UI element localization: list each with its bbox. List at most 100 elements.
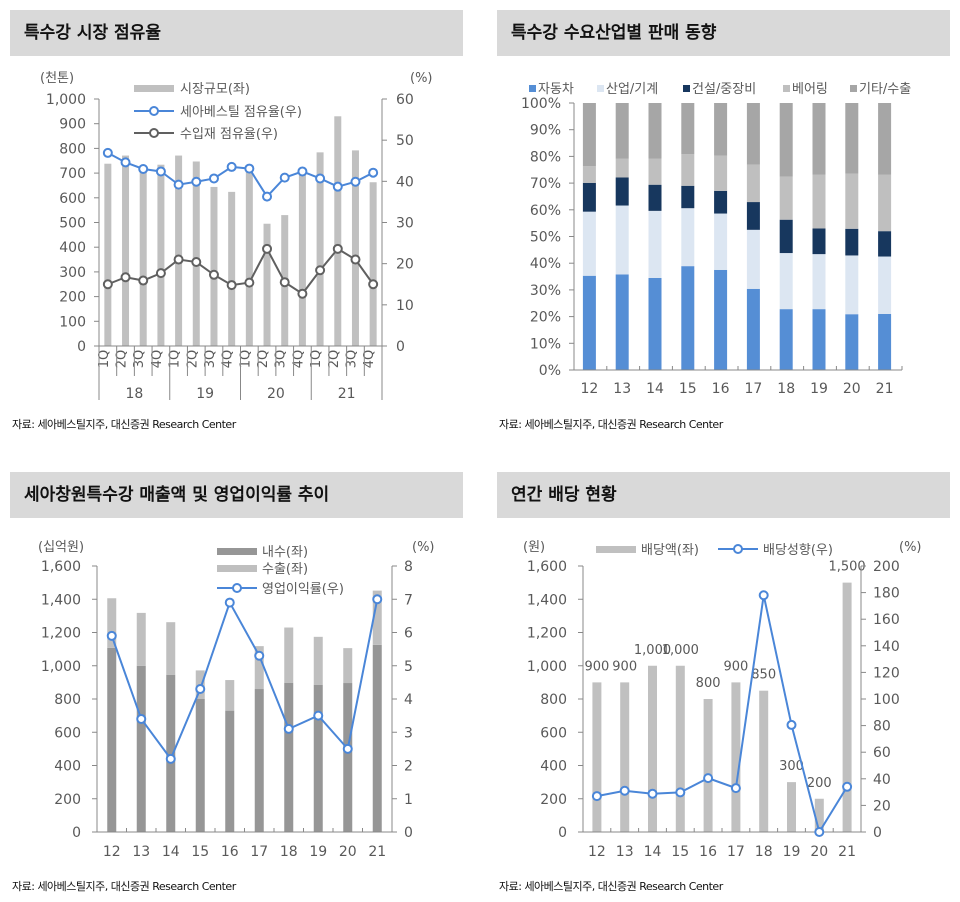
x-tick-label-quarter: 1Q [238, 350, 253, 369]
market-size-bar [139, 168, 147, 346]
x-tick-label: 13 [132, 844, 150, 860]
x-tick-label-year: 18 [125, 386, 143, 402]
x-tick-label-quarter: 4Q [362, 350, 377, 369]
import-share-point [173, 254, 184, 265]
y-tick-label-left: 100 [59, 314, 86, 330]
dividend-bar [787, 782, 796, 832]
x-tick-label: 12 [103, 844, 121, 860]
source-note: 자료: 세아베스틸지주, 대신증권 Research Center [499, 880, 723, 893]
panel-title-sales-margin: 세아창원특수강 매출액 및 영업이익률 추이 [10, 472, 463, 518]
y-tick-label: 80% [530, 149, 561, 165]
domestic-bar [136, 665, 146, 832]
x-tick-label: 16 [712, 381, 730, 397]
operating-margin-point [372, 594, 383, 605]
y-axis-unit-left: (십억원) [38, 540, 84, 555]
y-tick-label-right: 50 [396, 133, 414, 149]
dividend-bar [759, 690, 769, 832]
legend-label: 자동차 [538, 82, 574, 97]
y-tick-label-right: 60 [873, 745, 891, 761]
market-size-bar [316, 152, 324, 346]
x-tick-label: 15 [191, 844, 209, 860]
seah-share-point [208, 173, 219, 184]
stacked-bar-segment [681, 266, 695, 370]
operating-margin-point [165, 753, 176, 764]
y-tick-label-right: 60 [396, 92, 414, 108]
import-share-point [315, 265, 326, 276]
legend-swatch-marker [149, 128, 159, 138]
domestic-bar [313, 684, 323, 832]
data-label: 200 [807, 776, 832, 791]
legend-swatch [597, 85, 604, 92]
y-tick-label: 30% [530, 283, 561, 299]
y-tick-label-right: 40 [873, 772, 891, 788]
panel-title-demand-industry: 특수강 수요산업별 판매 동향 [497, 10, 950, 56]
payout-ratio-point [842, 781, 853, 792]
stacked-bar-segment [845, 228, 859, 256]
operating-margin-point [195, 684, 206, 695]
payout-ratio-point [647, 788, 658, 799]
y-tick-label-right: 200 [873, 559, 900, 575]
legend-swatch [217, 548, 257, 555]
payout-ratio-point [703, 773, 714, 784]
y-tick-label: 90% [530, 123, 561, 139]
operating-margin-point [342, 743, 353, 754]
seah-share-point [297, 166, 308, 177]
stacked-bar-segment [812, 174, 826, 229]
y-tick-label-left: 400 [54, 759, 81, 775]
seah-share-point [226, 161, 237, 172]
stacked-bar-segment [714, 213, 728, 270]
payout-ratio-point [786, 719, 797, 730]
y-tick-label-right: 3 [404, 725, 413, 741]
y-axis-unit-right: (%) [899, 540, 922, 555]
stacked-bar-segment [812, 103, 826, 175]
legend-label: 기타/수출 [859, 82, 911, 97]
x-tick-label: 21 [876, 381, 894, 397]
y-tick-label: 60% [530, 203, 561, 219]
stacked-bar-segment [878, 313, 892, 370]
stacked-bar-segment [648, 158, 662, 185]
import-share-point [297, 288, 308, 299]
market-size-bar [228, 191, 236, 346]
seah-share-point [350, 176, 361, 187]
y-tick-label-left: 800 [54, 692, 81, 708]
legend-label: 건설/중장비 [692, 82, 756, 97]
y-tick-label-right: 7 [404, 592, 413, 608]
y-tick-label-left: 1,600 [527, 559, 567, 575]
import-share-point [350, 254, 361, 265]
market-size-bar [351, 150, 359, 346]
y-tick-label-left: 0 [558, 825, 567, 841]
export-bar [254, 646, 264, 690]
x-tick-label: 19 [783, 844, 801, 860]
y-tick-label-right: 20 [396, 257, 414, 273]
legend-label: 배당성향(우) [763, 543, 833, 558]
legend-label: 수출(좌) [262, 562, 308, 577]
stacked-bar-segment [714, 269, 728, 370]
legend-swatch-marker [232, 583, 242, 593]
x-tick-label: 20 [810, 844, 828, 860]
legend-swatch-market-size [134, 85, 174, 92]
x-tick-label-year: 20 [267, 386, 285, 402]
stacked-bar-segment [878, 256, 892, 314]
y-tick-label: 40% [530, 256, 561, 272]
y-tick-label-right: 0 [396, 339, 405, 355]
y-tick-label: 100% [521, 96, 561, 112]
dividend-bar [620, 682, 630, 832]
x-tick-label-quarter: 3Q [203, 350, 218, 369]
y-tick-label-left: 1,400 [527, 592, 567, 608]
y-tick-label-right: 2 [404, 759, 413, 775]
domestic-bar [284, 682, 294, 832]
legend-label: 영업이익률(우) [262, 582, 344, 597]
y-tick-label-left: 1,000 [46, 92, 86, 108]
y-tick-label-right: 180 [873, 586, 900, 602]
legend-label: 배당액(좌) [641, 543, 699, 558]
y-tick-label-left: 0 [72, 825, 81, 841]
seah-share-point [173, 179, 184, 190]
import-share-point [244, 277, 255, 288]
x-tick-label: 15 [679, 381, 697, 397]
y-axis-unit-right: (%) [410, 71, 433, 86]
dividend-bar [703, 699, 713, 832]
seah-share-point [315, 173, 326, 184]
seah-share-point [138, 163, 149, 174]
stacked-bar-segment [582, 211, 596, 276]
y-tick-label-right: 40 [396, 174, 414, 190]
